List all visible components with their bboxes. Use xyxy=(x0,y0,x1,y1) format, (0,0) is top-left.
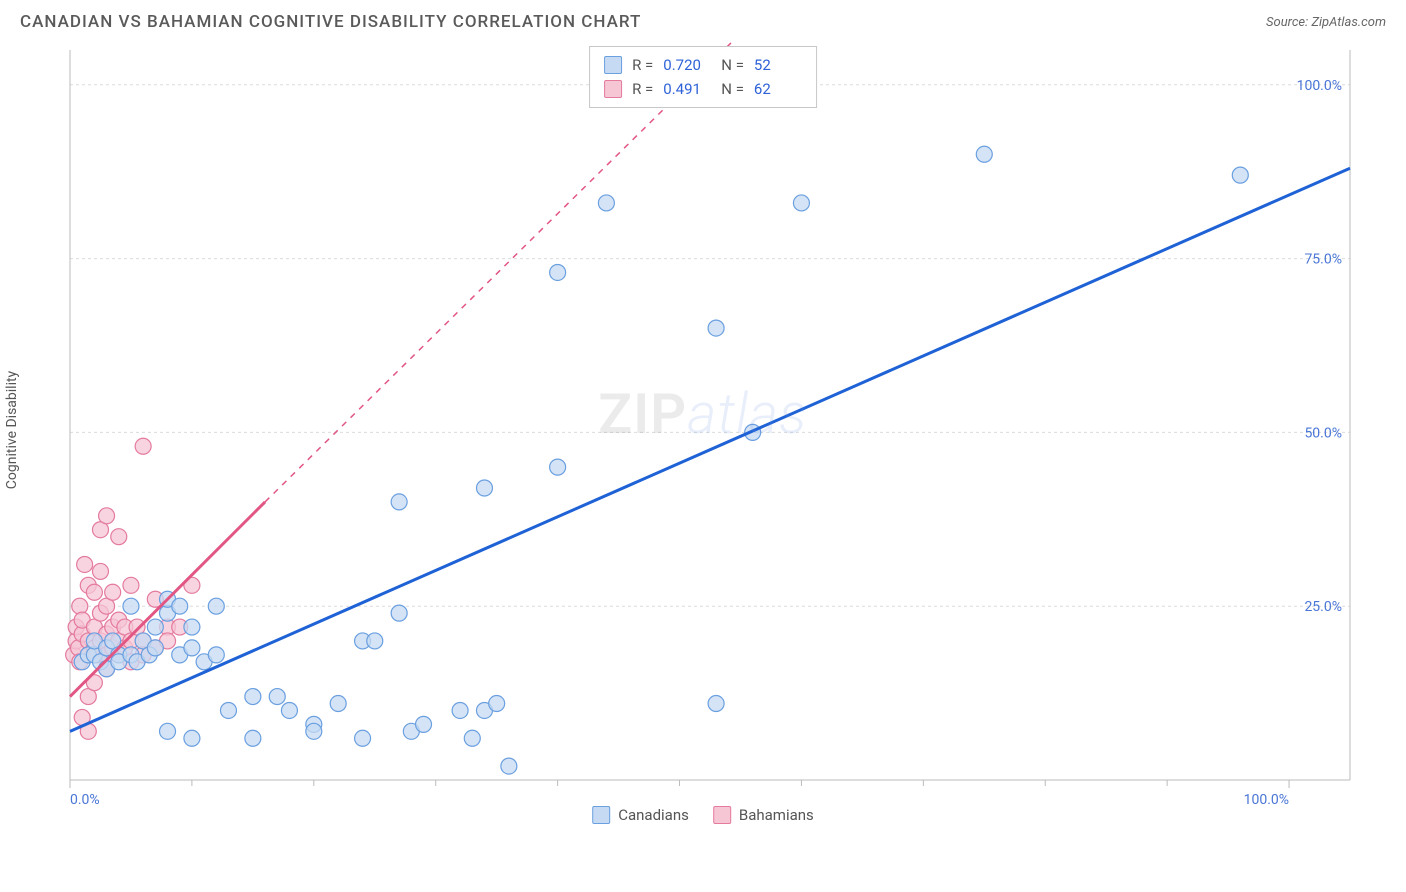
legend-item-canadians: Canadians xyxy=(592,806,689,824)
legend-swatch-canadians xyxy=(592,806,610,824)
r-label: R = xyxy=(632,53,653,77)
svg-text:75.0%: 75.0% xyxy=(1304,252,1342,268)
n-label: N = xyxy=(721,77,744,101)
r-value-bahamians: 0.491 xyxy=(663,77,711,101)
svg-text:100.0%: 100.0% xyxy=(1297,78,1342,94)
source-name: ZipAtlas.com xyxy=(1311,15,1386,30)
svg-text:100.0%: 100.0% xyxy=(1244,792,1289,808)
legend-swatch-bahamians xyxy=(713,806,731,824)
legend: Canadians Bahamians xyxy=(592,806,814,824)
legend-label-canadians: Canadians xyxy=(618,806,689,824)
n-value-canadians: 52 xyxy=(754,53,802,77)
n-label: N = xyxy=(721,53,744,77)
stats-row-canadians: R = 0.720 N = 52 xyxy=(604,53,802,77)
swatch-canadians xyxy=(604,56,622,74)
svg-text:25.0%: 25.0% xyxy=(1304,599,1342,615)
r-value-canadians: 0.720 xyxy=(663,53,711,77)
n-value-bahamians: 62 xyxy=(754,77,802,101)
source-attribution: Source: ZipAtlas.com xyxy=(1266,15,1386,30)
chart-title: CANADIAN VS BAHAMIAN COGNITIVE DISABILIT… xyxy=(20,12,641,32)
r-label: R = xyxy=(632,77,653,101)
legend-label-bahamians: Bahamians xyxy=(739,806,814,824)
scatter-chart: 25.0% 50.0% 75.0% 100.0% 0.0% 100.0% xyxy=(20,40,1360,820)
legend-item-bahamians: Bahamians xyxy=(713,806,814,824)
correlation-stats-box: R = 0.720 N = 52 R = 0.491 N = 62 xyxy=(589,46,817,108)
svg-text:50.0%: 50.0% xyxy=(1304,425,1342,441)
y-axis-label: Cognitive Disability xyxy=(4,371,20,489)
chart-header: CANADIAN VS BAHAMIAN COGNITIVE DISABILIT… xyxy=(0,0,1406,40)
chart-container: Cognitive Disability 25.0%50.0%75.0%100.… xyxy=(20,40,1386,820)
source-prefix: Source: xyxy=(1266,15,1311,30)
svg-text:0.0%: 0.0% xyxy=(70,792,100,808)
swatch-bahamians xyxy=(604,80,622,98)
stats-row-bahamians: R = 0.491 N = 62 xyxy=(604,77,802,101)
